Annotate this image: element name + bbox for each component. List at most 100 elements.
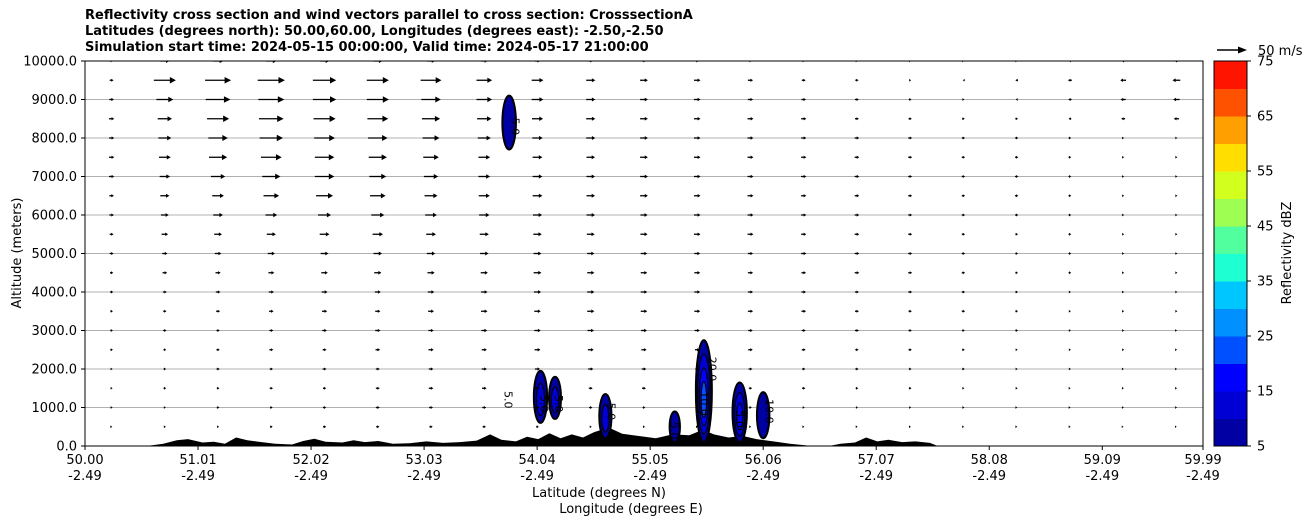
wind-vector [216, 329, 220, 332]
wind-vector-head [803, 271, 806, 275]
wind-vector-head [909, 117, 912, 121]
wind-vector-head [749, 425, 752, 429]
wind-vector [534, 309, 541, 314]
wind-vector-head [1175, 367, 1178, 371]
wind-vector-head [380, 212, 385, 218]
wind-vector [747, 97, 754, 102]
wind-vector [1015, 117, 1018, 121]
wind-vector-head [644, 309, 648, 314]
wind-vector-head [1122, 271, 1125, 275]
wind-vector [426, 251, 436, 256]
wind-vector-head [377, 328, 381, 333]
wind-vector-head [642, 425, 645, 429]
wind-vector [640, 193, 648, 198]
wind-vector-head [1015, 271, 1018, 275]
wind-vector [693, 116, 701, 121]
wind-vector-head [325, 61, 330, 64]
wind-vector [1015, 290, 1018, 294]
wind-vector [163, 386, 167, 390]
wind-vector [1175, 348, 1178, 352]
wind-vector-head [750, 367, 753, 371]
wind-vector [961, 194, 966, 198]
wind-vector-head [1016, 194, 1019, 198]
wind-vector [216, 386, 220, 390]
wind-vector [909, 406, 912, 409]
wind-vector-head [909, 309, 912, 313]
x-tick-label: 58.08 [971, 453, 1008, 468]
wind-vector-head [1069, 155, 1072, 159]
quiver-key-label: 50 m/s [1258, 44, 1303, 59]
wind-vector-head [275, 154, 282, 161]
wind-vector [1068, 309, 1071, 313]
wind-vector-head [324, 270, 328, 275]
wind-vector [428, 309, 434, 313]
wind-vector [478, 193, 490, 198]
wind-vector-head [962, 175, 966, 178]
x-tick-label-secondary: -2.49 [972, 469, 1006, 484]
wind-vector [375, 309, 381, 313]
wind-vector [640, 78, 648, 83]
wind-vector-head [697, 193, 701, 198]
wind-vector [908, 117, 912, 121]
wind-vector [533, 251, 542, 256]
wind-vector-head [277, 96, 285, 103]
wind-vector-head [537, 309, 541, 314]
wind-vector [1068, 175, 1072, 178]
wind-vector [375, 386, 380, 390]
wind-vector [479, 232, 489, 237]
wind-vector-head [962, 78, 965, 82]
wind-vector [747, 194, 754, 198]
wind-vector-head [272, 232, 276, 237]
wind-vector-head [909, 406, 912, 409]
wind-vector [371, 212, 385, 218]
wind-vector-head [697, 136, 701, 140]
wind-vector [257, 77, 285, 84]
wind-vector [1015, 309, 1018, 313]
wind-vector-head [962, 136, 966, 140]
wind-vector-head [962, 386, 965, 390]
wind-vector [747, 174, 754, 179]
wind-vector [640, 309, 648, 314]
contour-label: 5.0 [502, 391, 515, 409]
wind-vector [586, 97, 596, 102]
wind-vector-head [378, 251, 383, 256]
wind-vector [696, 425, 698, 429]
wind-vector-head [1015, 232, 1018, 236]
wind-vector-head [270, 386, 273, 390]
wind-vector [321, 309, 328, 313]
wind-vector-head [856, 136, 860, 140]
x-tick-label: 57.07 [858, 453, 895, 468]
wind-vector [748, 386, 753, 390]
wind-vector-head [324, 290, 328, 294]
wind-vector [482, 386, 487, 390]
wind-vector [269, 348, 274, 352]
wind-vector-head [218, 232, 222, 237]
wind-vector-head [166, 154, 171, 160]
wind-vector [1175, 329, 1178, 332]
wind-vector [855, 425, 858, 429]
colorbar-segment [1214, 171, 1247, 199]
contour-label: 10.0 [698, 391, 711, 416]
y-tick-label: 0.0 [56, 440, 77, 455]
wind-vector [421, 96, 441, 103]
wind-vector-head [591, 78, 596, 83]
wind-vector-head [697, 309, 701, 313]
wind-vector-head [909, 367, 912, 371]
wind-vector-head [271, 290, 274, 294]
wind-vector [1015, 271, 1018, 275]
x-axis-label-secondary: Longitude (degrees E) [559, 502, 703, 517]
wind-vector-head [643, 348, 647, 352]
wind-vector-head [1015, 98, 1018, 101]
wind-vector [1067, 78, 1072, 82]
contour-label: 10.0 [762, 399, 775, 424]
x-tick-label-secondary: -2.49 [746, 469, 780, 484]
wind-vector-head [329, 115, 336, 122]
wind-vector [266, 232, 276, 237]
y-tick-label: 4000.0 [32, 286, 78, 301]
wind-vector [428, 328, 434, 333]
wind-vector-head [110, 386, 113, 390]
wind-vector [1122, 136, 1125, 140]
quiver-key-arrow-head [1238, 46, 1247, 54]
wind-vector-head [962, 329, 965, 332]
wind-vector-head [111, 232, 114, 236]
